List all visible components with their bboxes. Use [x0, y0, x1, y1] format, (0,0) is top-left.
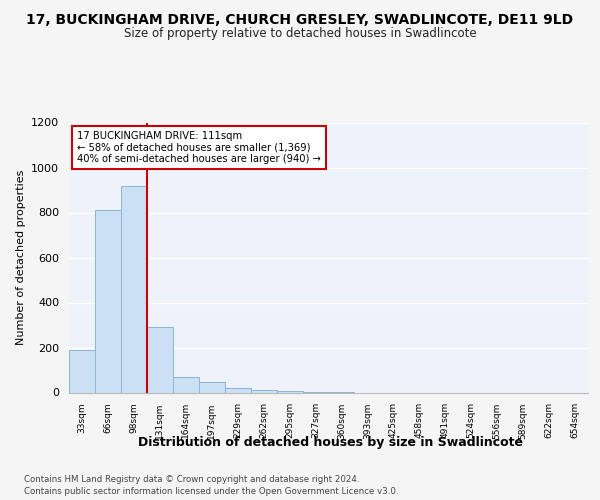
Text: Contains public sector information licensed under the Open Government Licence v3: Contains public sector information licen…: [24, 486, 398, 496]
Text: Distribution of detached houses by size in Swadlincote: Distribution of detached houses by size …: [137, 436, 523, 449]
Text: Size of property relative to detached houses in Swadlincote: Size of property relative to detached ho…: [124, 28, 476, 40]
Bar: [95, 210, 121, 392]
Bar: [69, 350, 95, 393]
Bar: [251, 390, 277, 392]
Text: 17 BUCKINGHAM DRIVE: 111sqm
← 58% of detached houses are smaller (1,369)
40% of : 17 BUCKINGHAM DRIVE: 111sqm ← 58% of det…: [77, 130, 320, 164]
Bar: [147, 327, 173, 392]
Bar: [173, 377, 199, 392]
Text: 17, BUCKINGHAM DRIVE, CHURCH GRESLEY, SWADLINCOTE, DE11 9LD: 17, BUCKINGHAM DRIVE, CHURCH GRESLEY, SW…: [26, 12, 574, 26]
Bar: [199, 382, 224, 392]
Text: Contains HM Land Registry data © Crown copyright and database right 2024.: Contains HM Land Registry data © Crown c…: [24, 474, 359, 484]
Bar: [225, 388, 251, 392]
Y-axis label: Number of detached properties: Number of detached properties: [16, 170, 26, 345]
Bar: [121, 186, 147, 392]
